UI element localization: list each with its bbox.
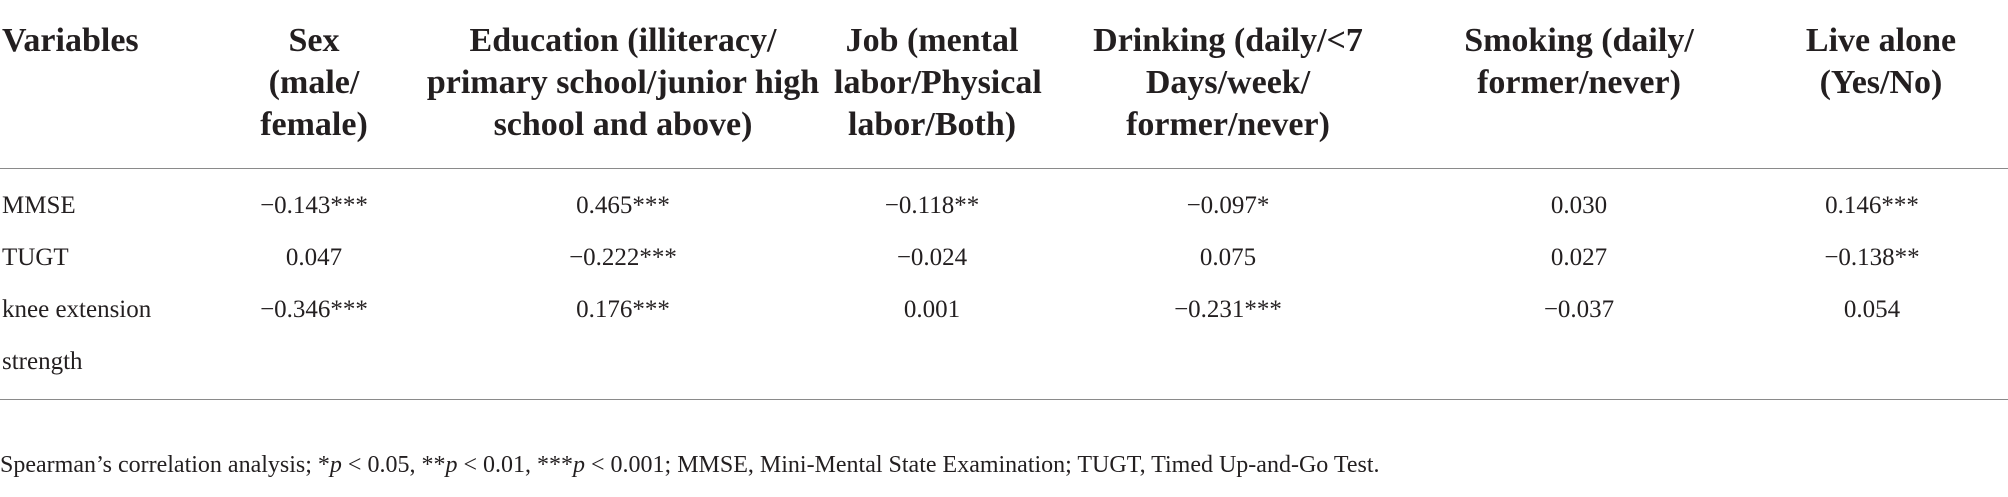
footnote-p-symbol: p xyxy=(445,452,458,478)
cell-mmse-live-alone: 0.146*** xyxy=(1825,192,1919,219)
cell-tugt-education: −0.222*** xyxy=(569,244,677,271)
header-education: Education (illiteracy/ primary school/ju… xyxy=(426,22,820,143)
footnote-p-symbol: p xyxy=(329,452,342,478)
footnote-threshold-1: < 0.05, ** xyxy=(341,452,446,478)
header-row: Variables Sex (male/ female) Education (… xyxy=(0,0,2008,169)
correlation-table-container: Variables Sex (male/ female) Education (… xyxy=(0,0,2008,400)
cell-mmse-job: −0.118** xyxy=(884,192,980,219)
cell-knee-smoking: −0.037 xyxy=(1543,296,1615,323)
row-variable-knee-extension-strength: knee extension strength xyxy=(2,296,152,375)
cell-mmse-sex: −0.143*** xyxy=(260,192,368,219)
cell-mmse-smoking: 0.030 xyxy=(1550,192,1608,219)
footnote-threshold-3-abbrev: < 0.001; MMSE, Mini-Mental State Examina… xyxy=(585,452,1380,478)
cell-mmse-drinking: −0.097* xyxy=(1186,192,1270,219)
row-variable-tugt: TUGT xyxy=(2,244,69,271)
cell-tugt-sex: 0.047 xyxy=(285,244,343,271)
table-row: MMSE −0.143*** 0.465*** −0.118** −0.097*… xyxy=(0,169,2008,233)
footnote-threshold-2: < 0.01, *** xyxy=(457,452,573,478)
header-drinking: Drinking (daily/<7 Days/week/ former/nev… xyxy=(1093,22,1363,143)
footnote-lead: Spearman’s correlation analysis; * xyxy=(0,452,330,478)
table-footnote: Spearman’s correlation analysis; *p < 0.… xyxy=(0,450,1379,480)
cell-tugt-smoking: 0.027 xyxy=(1550,244,1608,271)
table-body: MMSE −0.143*** 0.465*** −0.118** −0.097*… xyxy=(0,169,2008,400)
footnote-p-symbol: p xyxy=(573,452,585,478)
table-row: TUGT 0.047 −0.222*** −0.024 0.075 0.027 … xyxy=(0,232,2008,284)
cell-tugt-job: −0.024 xyxy=(896,244,968,271)
row-variable-mmse: MMSE xyxy=(2,192,76,219)
header-variables: Variables xyxy=(2,22,139,59)
header-sex: Sex (male/ female) xyxy=(260,22,368,143)
header-smoking: Smoking (daily/ former/never) xyxy=(1464,22,1694,101)
cell-knee-sex: −0.346*** xyxy=(260,296,368,323)
cell-tugt-live-alone: −0.138** xyxy=(1824,244,1920,271)
cell-knee-drinking: −0.231*** xyxy=(1174,296,1282,323)
table-row: knee extension strength −0.346*** 0.176*… xyxy=(0,284,2008,400)
cell-knee-job: 0.001 xyxy=(903,296,961,323)
header-live-alone: Live alone (Yes/No) xyxy=(1805,22,1957,101)
cell-mmse-education: 0.465*** xyxy=(576,192,670,219)
cell-knee-live-alone: 0.054 xyxy=(1843,296,1901,323)
correlation-table: Variables Sex (male/ female) Education (… xyxy=(0,0,2008,400)
cell-tugt-drinking: 0.075 xyxy=(1199,244,1257,271)
table-header: Variables Sex (male/ female) Education (… xyxy=(0,0,2008,169)
cell-knee-education: 0.176*** xyxy=(576,296,670,323)
header-job: Job (mental labor/Physical labor/Both) xyxy=(834,22,1042,143)
